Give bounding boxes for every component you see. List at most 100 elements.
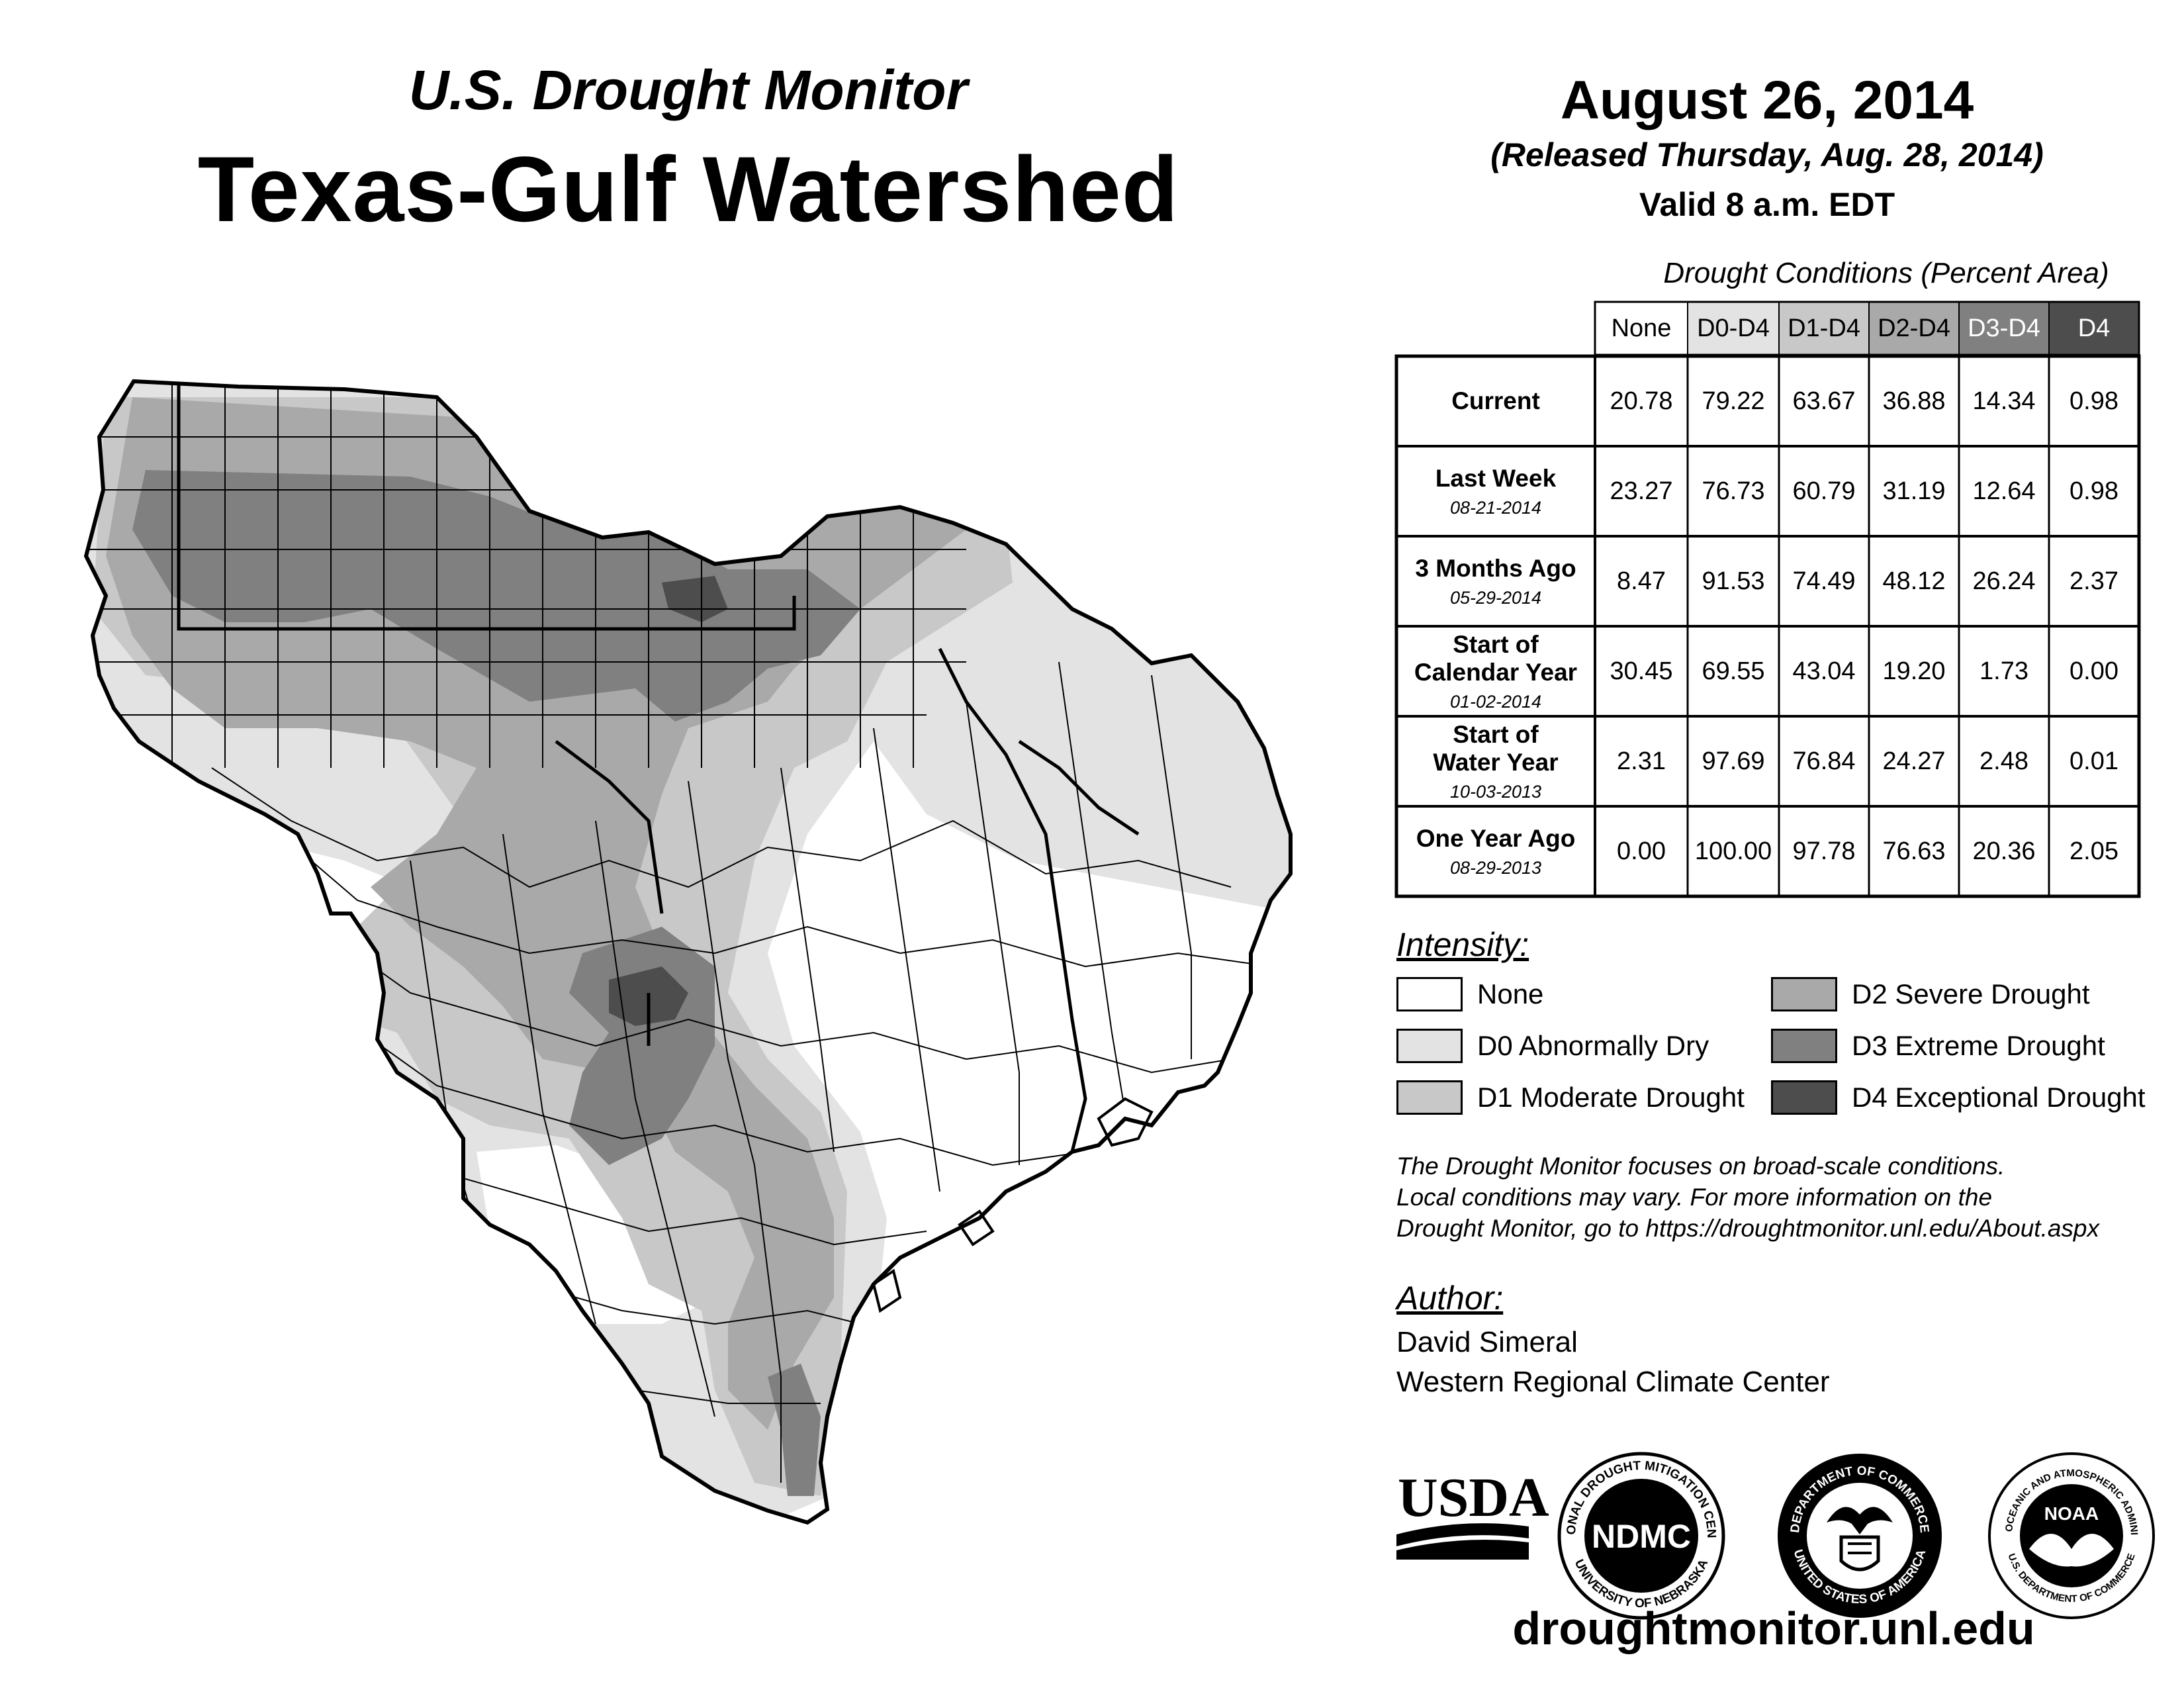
map-date: August 26, 2014 [1560,70,1974,130]
table-cell: 0.00 [2070,657,2118,685]
table-cell: 24.27 [1882,747,1946,775]
column-header: D3-D4 [1968,314,2040,342]
table-grid [1394,301,2141,898]
row-label-date: 05-29-2014 [1449,587,1542,608]
table-cell: 60.79 [1792,477,1856,505]
legend-swatch [1771,1080,1837,1115]
author-title: Author: [1396,1280,1504,1317]
table-cell: 36.88 [1882,387,1946,415]
doc-seal-logo: DEPARTMENT OF COMMERCE UNITED STATES OF … [1778,1454,1942,1618]
table-cell: 76.73 [1702,477,1765,505]
header-cell-bg [2049,302,2139,355]
row-label-text: Start of Water Year [1433,720,1559,776]
legend-label: D2 Severe Drought [1852,978,2090,1009]
table-cell: 2.37 [2070,567,2118,595]
header-cell-bg [1959,302,2049,355]
legend-item: D1 Moderate Drought [1396,1079,1745,1116]
table-cell: 0.98 [2070,477,2118,505]
noaa-logo: NATIONAL OCEANIC AND ATMOSPHERIC ADMINIS… [1981,1441,2155,1619]
legend-label: D3 Extreme Drought [1852,1030,2105,1061]
author-name: David Simeral [1396,1326,1578,1358]
table-cell: 12.64 [1972,477,2036,505]
legend-swatch [1396,1029,1463,1063]
legend-item: None [1396,976,1543,1013]
row-label-text: One Year Ago [1416,824,1576,852]
header-cell-bg [1595,302,1688,355]
column-header: None [1611,314,1672,342]
table-cell: 48.12 [1882,567,1946,595]
table-cell: 20.78 [1610,387,1673,415]
table-cell: 8.47 [1617,567,1666,595]
table-cell: 100.00 [1694,837,1772,865]
column-header: D1-D4 [1788,314,1860,342]
table-cell: 91.53 [1702,567,1765,595]
legend-swatch [1771,977,1837,1011]
table-cell: 19.20 [1882,657,1946,685]
table-cell: 76.84 [1792,747,1856,775]
table-cell: 79.22 [1702,387,1765,415]
table-cell: 0.01 [2070,747,2118,775]
table-cell: 14.34 [1972,387,2036,415]
drought-conditions-table: None D0-D4 D1-D4 D2-D4 D3-D4 D4 Current 20.78 79… [1394,301,2141,898]
legend-label: D0 Abnormally Dry [1477,1030,1709,1061]
table-cell: 0.98 [2070,387,2118,415]
row-label-date: 08-21-2014 [1449,497,1542,518]
intensity-legend-title: Intensity: [1396,926,1529,963]
usda-logo: USDA [1396,1467,1549,1560]
header-cell-bg [1869,302,1959,355]
row-label-text: Current [1451,387,1540,414]
disclaimer-line-2: Local conditions may vary. For more info… [1396,1184,1993,1211]
legend-swatch [1771,1029,1837,1063]
row-label: Start of Calendar Year 01-02-2014 [1396,626,1595,716]
table-cell: 31.19 [1882,477,1946,505]
drought-area-d4-north [662,576,728,622]
table-cell: 2.48 [1979,747,2028,775]
ndmc-logo: NATIONAL DROUGHT MITIGATION CENTER UNIVE… [1551,1439,1725,1620]
author-organization: Western Regional Climate Center [1396,1366,1830,1398]
website-url[interactable]: droughtmonitor.unl.edu [1512,1603,2035,1654]
table-cell: 63.67 [1792,387,1856,415]
legend-label: D4 Exceptional Drought [1852,1082,2146,1113]
header-cell-bg [1688,302,1779,355]
table-cell: 26.24 [1972,567,2036,595]
legend-item: D3 Extreme Drought [1771,1027,2105,1064]
table-cell: 69.55 [1702,657,1765,685]
row-label: 3 Months Ago 05-29-2014 [1396,536,1595,626]
legend-swatch [1396,977,1463,1011]
table-cell: 74.49 [1792,567,1856,595]
noaa-bird-icon [2029,1534,2114,1567]
table-cell: 30.45 [1610,657,1673,685]
table-title: Drought Conditions (Percent Area) [1663,257,2109,289]
column-header: D2-D4 [1878,314,1950,342]
noaa-logo-text: NOAA [2044,1503,2099,1524]
table-lines [1394,301,2141,898]
table-cell: 97.78 [1792,837,1856,865]
basin-boundaries [177,384,1140,1152]
row-label-text: Last Week [1435,464,1557,492]
drought-map [66,357,1310,1562]
county-grid-south [211,661,1271,1483]
map-title: Texas-Gulf Watershed [197,137,1179,241]
table-cell: 43.04 [1792,657,1856,685]
legend-item: D4 Exceptional Drought [1771,1079,2146,1116]
row-label-text: 3 Months Ago [1415,554,1576,582]
row-label-date: 01-02-2014 [1449,691,1542,712]
legend-label: D1 Moderate Drought [1477,1082,1745,1113]
table-cell: 23.27 [1610,477,1673,505]
row-label-text: Start of Calendar Year [1414,630,1578,686]
column-header: D4 [2077,314,2111,342]
row-label-date: 10-03-2013 [1449,781,1542,802]
legend-item: D2 Severe Drought [1771,976,2090,1013]
ndmc-logo-text: NDMC [1592,1518,1691,1555]
header-cell-bg [1779,302,1869,355]
valid-time: Valid 8 a.m. EDT [1639,186,1895,223]
eagle-icon [1827,1507,1893,1534]
disclaimer-line-3: Drought Monitor, go to https://droughtmo… [1396,1215,2099,1242]
drought-area-d3 [132,470,860,722]
table-cell: 76.63 [1882,837,1946,865]
legend-label: None [1477,978,1544,1009]
table-cell: 2.31 [1617,747,1666,775]
row-label: Start of Water Year 10-03-2013 [1396,716,1595,806]
row-label: Current [1396,356,1595,446]
table-cell: 2.05 [2070,837,2118,865]
